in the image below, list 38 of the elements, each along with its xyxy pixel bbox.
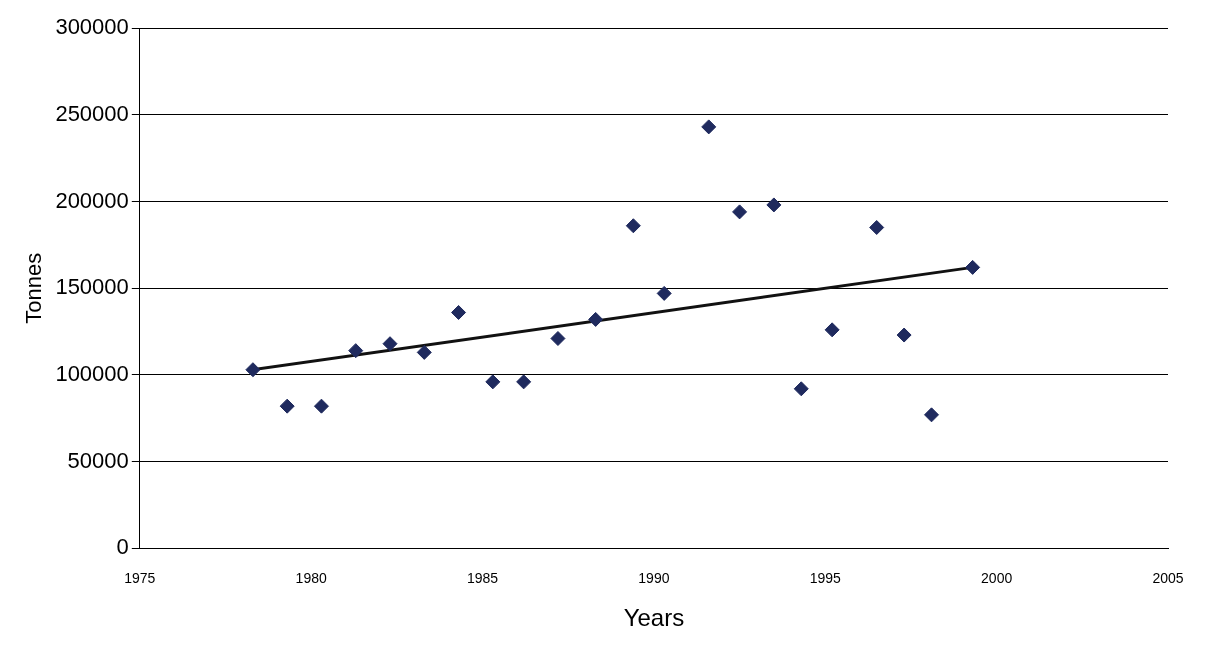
x-tick-label: 1990: [638, 569, 670, 586]
point: [451, 304, 467, 320]
point: [550, 331, 566, 347]
y-axis-title: Tonnes: [21, 252, 47, 324]
x-tick-label: 2005: [1152, 569, 1184, 586]
point: [279, 398, 295, 414]
y-tick-label: 200000: [55, 187, 129, 213]
point: [732, 204, 748, 220]
point: [245, 362, 261, 378]
y-tick-label: 0: [116, 534, 129, 560]
x-tick-label: 1980: [295, 569, 327, 586]
point: [924, 407, 940, 423]
point: [348, 343, 364, 359]
point: [766, 197, 782, 213]
y-tick-label: 250000: [55, 100, 129, 126]
point: [516, 374, 532, 390]
x-tick-label: 1985: [466, 569, 499, 586]
point: [896, 327, 912, 343]
x-tick-label: 1975: [124, 569, 156, 586]
point: [588, 311, 604, 327]
x-axis-title: Years: [623, 604, 685, 632]
y-tick-label: 300000: [55, 14, 129, 40]
point: [625, 218, 641, 234]
point: [313, 398, 329, 414]
point: [485, 374, 501, 390]
point: [382, 336, 398, 352]
point: [824, 322, 840, 338]
x-tick-label: 1995: [809, 569, 842, 586]
y-tick-label: 150000: [55, 274, 129, 300]
point: [701, 119, 717, 135]
point: [416, 344, 432, 360]
point: [869, 219, 885, 235]
y-tick-label: 100000: [55, 361, 129, 386]
point: [793, 381, 809, 397]
y-tick-label: 50000: [67, 447, 129, 473]
x-tick-label: 2000: [981, 569, 1013, 586]
point: [965, 259, 981, 275]
point: [656, 285, 672, 301]
